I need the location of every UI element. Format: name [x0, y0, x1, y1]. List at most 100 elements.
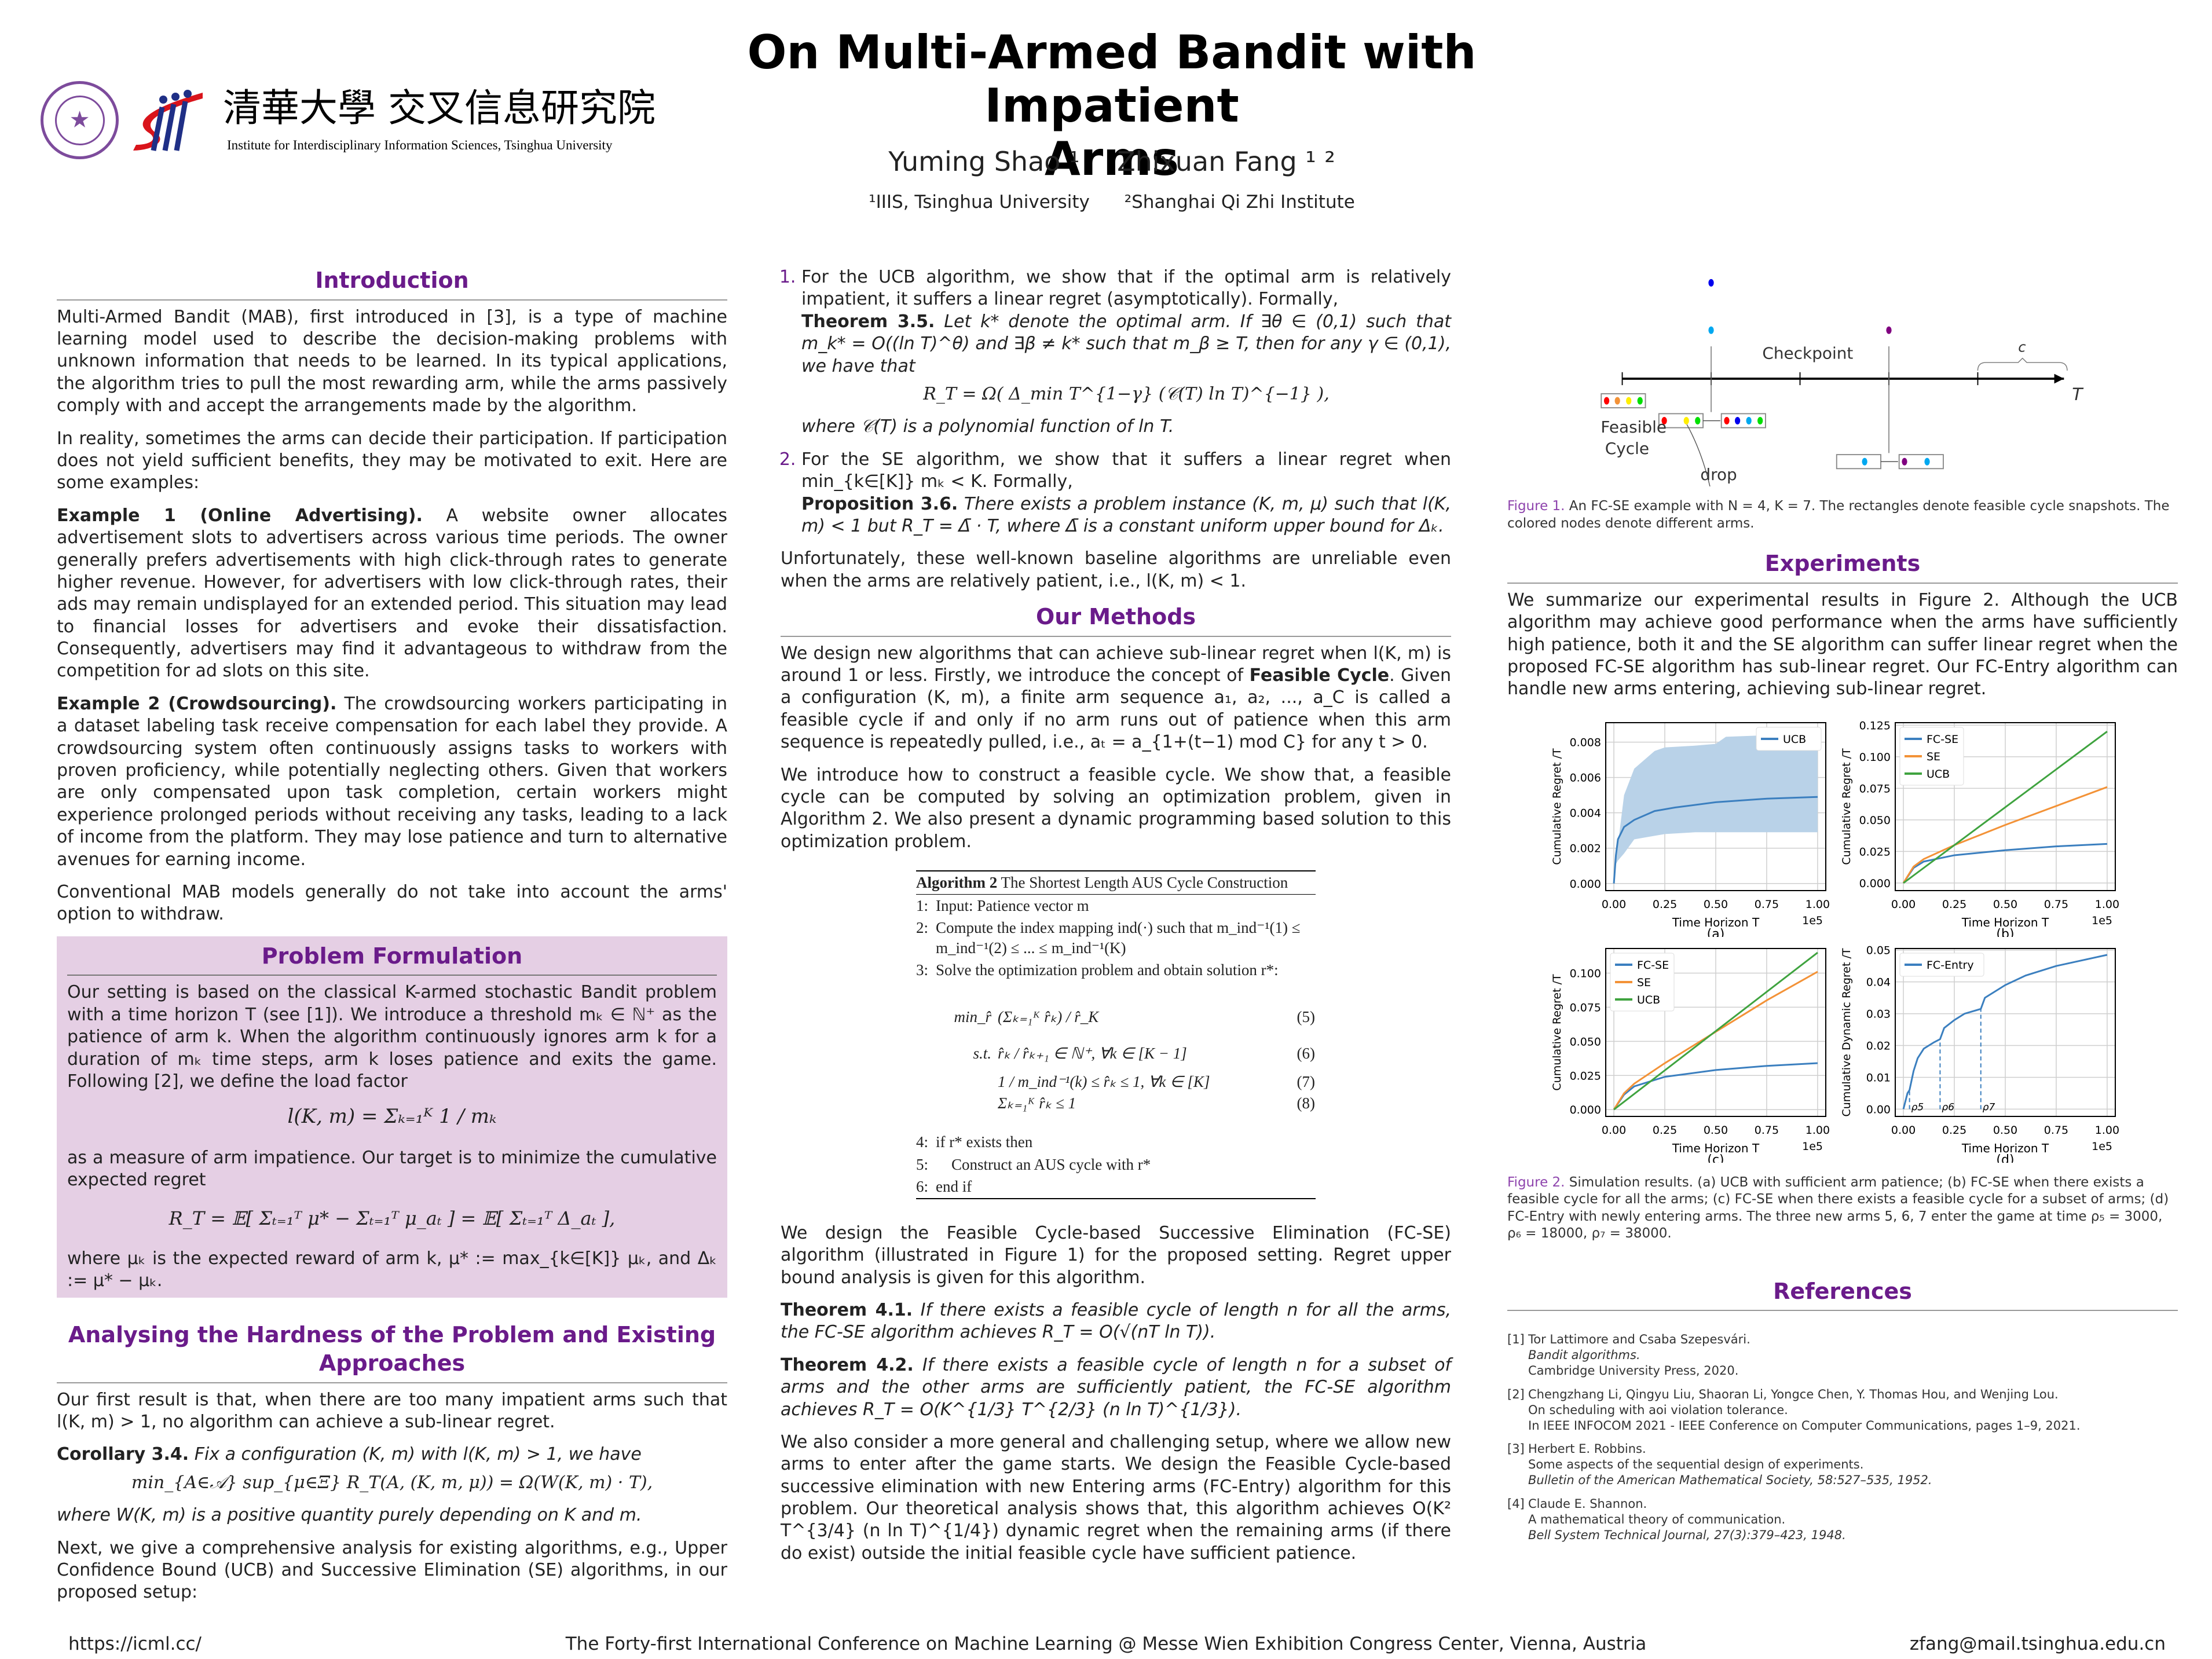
entry-time-label: ρ7 [1983, 1101, 1995, 1113]
arm-node [1746, 417, 1752, 425]
reference-authors: Herbert E. Robbins. [1528, 1442, 1646, 1456]
theorem-3-5: Theorem 3.5. Let k* denote the optimal a… [801, 311, 1451, 378]
x-tick-label: 0.00 [1891, 1124, 1916, 1137]
institute-name-en: Institute for Interdisciplinary Informat… [227, 138, 613, 152]
plot-frame [1895, 947, 2116, 1117]
y-tick-label: 0.00 [1866, 1103, 1891, 1116]
theorem-label: Theorem 4.1. [781, 1299, 913, 1320]
line-number: 6: [916, 1178, 929, 1196]
arm-node [1683, 417, 1689, 425]
y-tick-label: 0.03 [1866, 1008, 1891, 1020]
line-text: Construct an AUS cycle with r* [936, 1155, 1151, 1173]
arm-node [1708, 279, 1714, 287]
eq-body: r̂ₖ / r̂ₖ₊₁ ∈ ℕ⁺, ∀k ∈ [K − 1] [998, 1044, 1187, 1062]
introduction-section: Introduction Multi-Armed Bandit (MAB), f… [57, 266, 727, 926]
arm-node [1614, 397, 1620, 405]
drop-arrow [1686, 424, 1712, 492]
reference-item: [1] Tor Lattimore and Csaba Szepesvári. Ba… [1507, 1332, 2178, 1379]
legend-label: FC-Entry [1927, 959, 1974, 972]
poster-title-line2: Arms [1044, 132, 1180, 186]
theorem-text: Let k* denote the optimal arm. If ∃θ ∈ (… [801, 311, 1451, 376]
subfigure-label: (b) [1996, 927, 2014, 937]
footer-email[interactable]: zfang@mail.tsinghua.edu.cn [1909, 1634, 2166, 1654]
theorem-label: Theorem 4.2. [781, 1354, 914, 1375]
y-tick-label: 0.075 [1570, 1001, 1601, 1014]
experiments-section: Experiments We summarize our experimenta… [1507, 550, 2178, 701]
plot-frame [1895, 722, 2116, 891]
algorithm-title: The Shortest Length AUS Cycle Constructi… [997, 874, 1288, 892]
reference-venue: Bell System Technical Journal, 27(3):379… [1528, 1528, 1846, 1542]
theorem-text: If there exists a feasible cycle of leng… [781, 1299, 1451, 1343]
text: . Given a configuration (K, m), a finite… [781, 665, 1451, 753]
term-feasible-cycle: Feasible Cycle [1249, 665, 1390, 686]
paragraph: Next, we give a comprehensive analysis f… [57, 1537, 727, 1603]
item-text: For the SE algorithm, we show that it su… [801, 449, 1451, 492]
figure-2-charts: 0.00 0.25 0.50 0.75 1.00 0.000 0.002 0.004 0.006… [1548, 711, 2178, 1163]
eq-label: min_r̂ [954, 1008, 991, 1026]
section-title: Problem Formulation [67, 942, 717, 976]
y-tick-label: 0.050 [1570, 1035, 1601, 1048]
paragraph: We also consider a more general and chal… [781, 1431, 1451, 1563]
caption-text: Simulation results. (a) UCB with suffici… [1507, 1174, 2169, 1241]
reference-title: A mathematical theory of communication. [1528, 1512, 1786, 1526]
arm-node [1637, 397, 1643, 405]
proposition-3-6: Proposition 3.6. There exists a problem … [801, 493, 1451, 538]
example-label: Example 2 (Crowdsourcing). [57, 693, 337, 714]
x-tick-label: 1.00 [2095, 898, 2119, 911]
example-1: Example 1 (Online Advertising). A websit… [57, 505, 727, 683]
paragraph: We design the Feasible Cycle-based Succe… [781, 1222, 1451, 1288]
arm-node [1708, 326, 1714, 334]
entry-time-label: ρ5 [1911, 1101, 1924, 1113]
reference-number: [1] [1507, 1332, 1525, 1347]
example-2: Example 2 (Crowdsourcing). The crowdsour… [57, 693, 727, 871]
paragraph: Unfortunately, these well-known baseline… [781, 548, 1451, 591]
legend-label: FC-SE [1927, 733, 1958, 746]
text: We design new algorithms that can achiev… [781, 643, 1451, 686]
x-tick-label: 1.00 [1806, 898, 1830, 911]
figure-2-caption: Figure 2. Simulation results. (a) UCB wi… [1507, 1174, 2178, 1243]
x-tick-label: 0.00 [1602, 1124, 1626, 1137]
section-title: Introduction [57, 266, 727, 301]
eq-body: Σₖ₌₁ᴷ r̂ₖ ≤ 1 [998, 1094, 1076, 1112]
reference-number: [2] [1507, 1387, 1525, 1401]
legend [1899, 727, 1964, 786]
eq-body: (Σₖ₌₁ᴷ r̂ₖ) / r̂_K [998, 1008, 1099, 1026]
x-axis-label: Time Horizon T [1672, 1141, 1760, 1155]
institute-name-cn: 清華大學 交叉信息研究院 [223, 86, 655, 130]
paragraph: Conventional MAB models generally do not… [57, 882, 727, 925]
figure-1-diagram: Checkpoint c T Feasible Cycle drop [1601, 279, 2084, 492]
eq-number: (5) [1297, 1008, 1315, 1026]
eq-label: s.t. [973, 1044, 991, 1062]
subfigure-label: (d) [1996, 1153, 2014, 1163]
y-tick-label: 0.125 [1859, 719, 1891, 732]
legend [1899, 953, 1984, 977]
algorithm-equation: Σₖ₌₁ᴷ r̂ₖ ≤ 1 (8) [916, 1093, 1316, 1114]
line-number: 5: [916, 1155, 929, 1173]
theorem-text: where 𝒞(T) is a polynomial function of l… [801, 416, 1174, 437]
paragraph: In reality, sometimes the arms can decid… [57, 428, 727, 493]
algorithm-line: 2: Compute the index mapping ind(·) such … [916, 917, 1316, 959]
right-column: Checkpoint c T Feasible Cycle drop Figure 1. … [1507, 255, 2178, 1551]
y-tick-label: 0.000 [1570, 1104, 1601, 1116]
corollary-text: Fix a configuration (K, m) with l(K, m) … [189, 1444, 642, 1465]
entry-time-label: ρ6 [1942, 1101, 1954, 1113]
y-axis-label: Cumulative Regret /T [1840, 748, 1853, 865]
poster-title-line1: On Multi-Armed Bandit with Impatient [747, 25, 1477, 133]
algorithm-line: 3: Solve the optimization problem and obt… [916, 959, 1316, 982]
proposition-text: There exists a problem instance (K, m, μ… [801, 493, 1451, 536]
y-tick-label: 0.000 [1570, 878, 1601, 891]
footer-conference-url[interactable]: https://icml.cc/ [68, 1634, 202, 1654]
reference-authors: Tor Lattimore and Csaba Szepesvári. [1528, 1332, 1750, 1347]
confidence-band [1614, 733, 1818, 884]
arm-node [1661, 417, 1667, 425]
reference-authors: Claude E. Shannon. [1528, 1497, 1647, 1511]
paragraph: where W(K, m) is a positive quantity pur… [57, 1505, 642, 1526]
theorem-text: If there exists a feasible cycle of leng… [781, 1354, 1451, 1420]
section-title: Our Methods [781, 603, 1451, 637]
middle-column: For the UCB algorithm, we show that if t… [781, 266, 1451, 1575]
x-tick-label: 0.50 [1704, 898, 1728, 911]
series-line-ucb [1613, 951, 1818, 1111]
methods-section: Our Methods We design new algorithms tha… [781, 603, 1451, 1565]
y-tick-label: 0.025 [1859, 845, 1891, 858]
x-axis-label: Time Horizon T [1961, 915, 2049, 929]
